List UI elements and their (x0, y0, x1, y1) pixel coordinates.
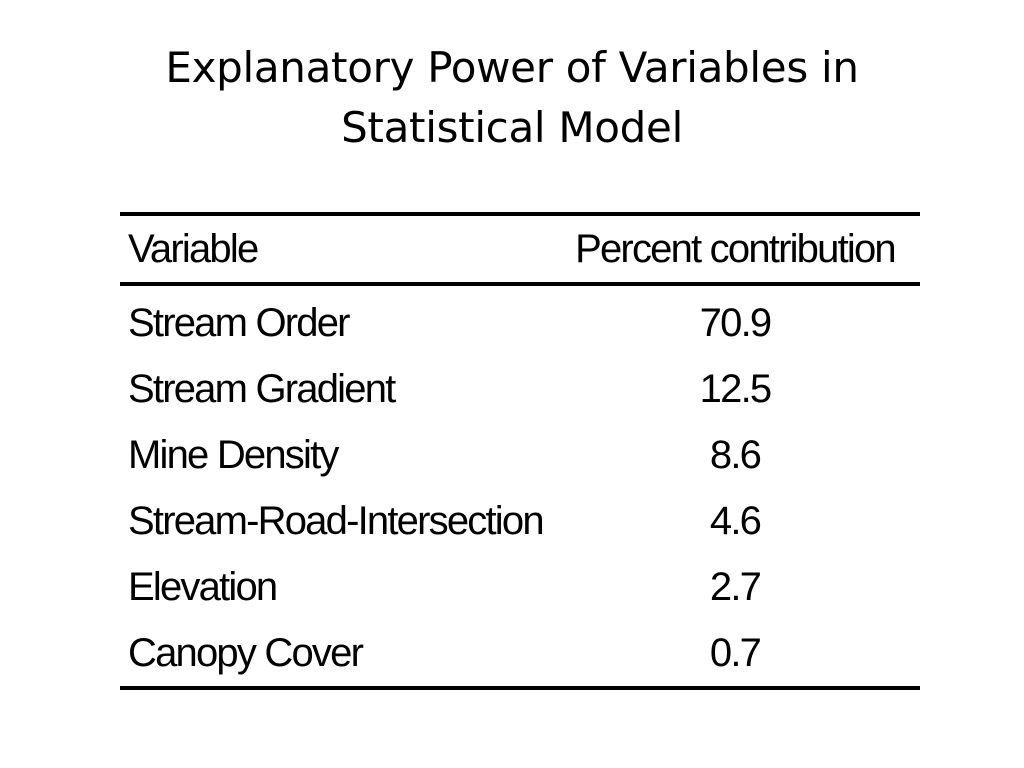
contribution-table: Variable Percent contribution Stream Ord… (120, 212, 920, 690)
table-row: Stream Gradient 12.5 (120, 356, 920, 422)
row-percent-value: 0.7 (709, 631, 762, 675)
table-container: Variable Percent contribution Stream Ord… (120, 212, 920, 690)
row-variable-name: Mine Density (128, 433, 339, 477)
row-percent-value: 70.9 (699, 301, 772, 345)
row-percent-value: 2.7 (709, 565, 762, 609)
table-row: Stream Order 70.9 (120, 284, 920, 356)
row-percent-value: 4.6 (709, 499, 762, 543)
table-row: Elevation 2.7 (120, 554, 920, 620)
table-row: Canopy Cover 0.7 (120, 620, 920, 688)
table-header-row: Variable Percent contribution (120, 214, 920, 284)
header-percent-contribution: Percent contribution (575, 227, 897, 271)
row-percent-value: 8.6 (709, 433, 762, 477)
row-variable-name: Canopy Cover (128, 631, 364, 675)
row-variable-name: Elevation (128, 565, 278, 609)
slide-title: Explanatory Power of Variables in Statis… (165, 43, 859, 152)
row-variable-name: Stream Order (128, 301, 350, 345)
row-variable-name: Stream-Road-Intersection (128, 499, 545, 543)
table-row: Mine Density 8.6 (120, 422, 920, 488)
table-row: Stream-Road-Intersection 4.6 (120, 488, 920, 554)
header-variable: Variable (128, 227, 259, 271)
row-variable-name: Stream Gradient (128, 367, 396, 411)
row-percent-value: 12.5 (699, 367, 772, 411)
